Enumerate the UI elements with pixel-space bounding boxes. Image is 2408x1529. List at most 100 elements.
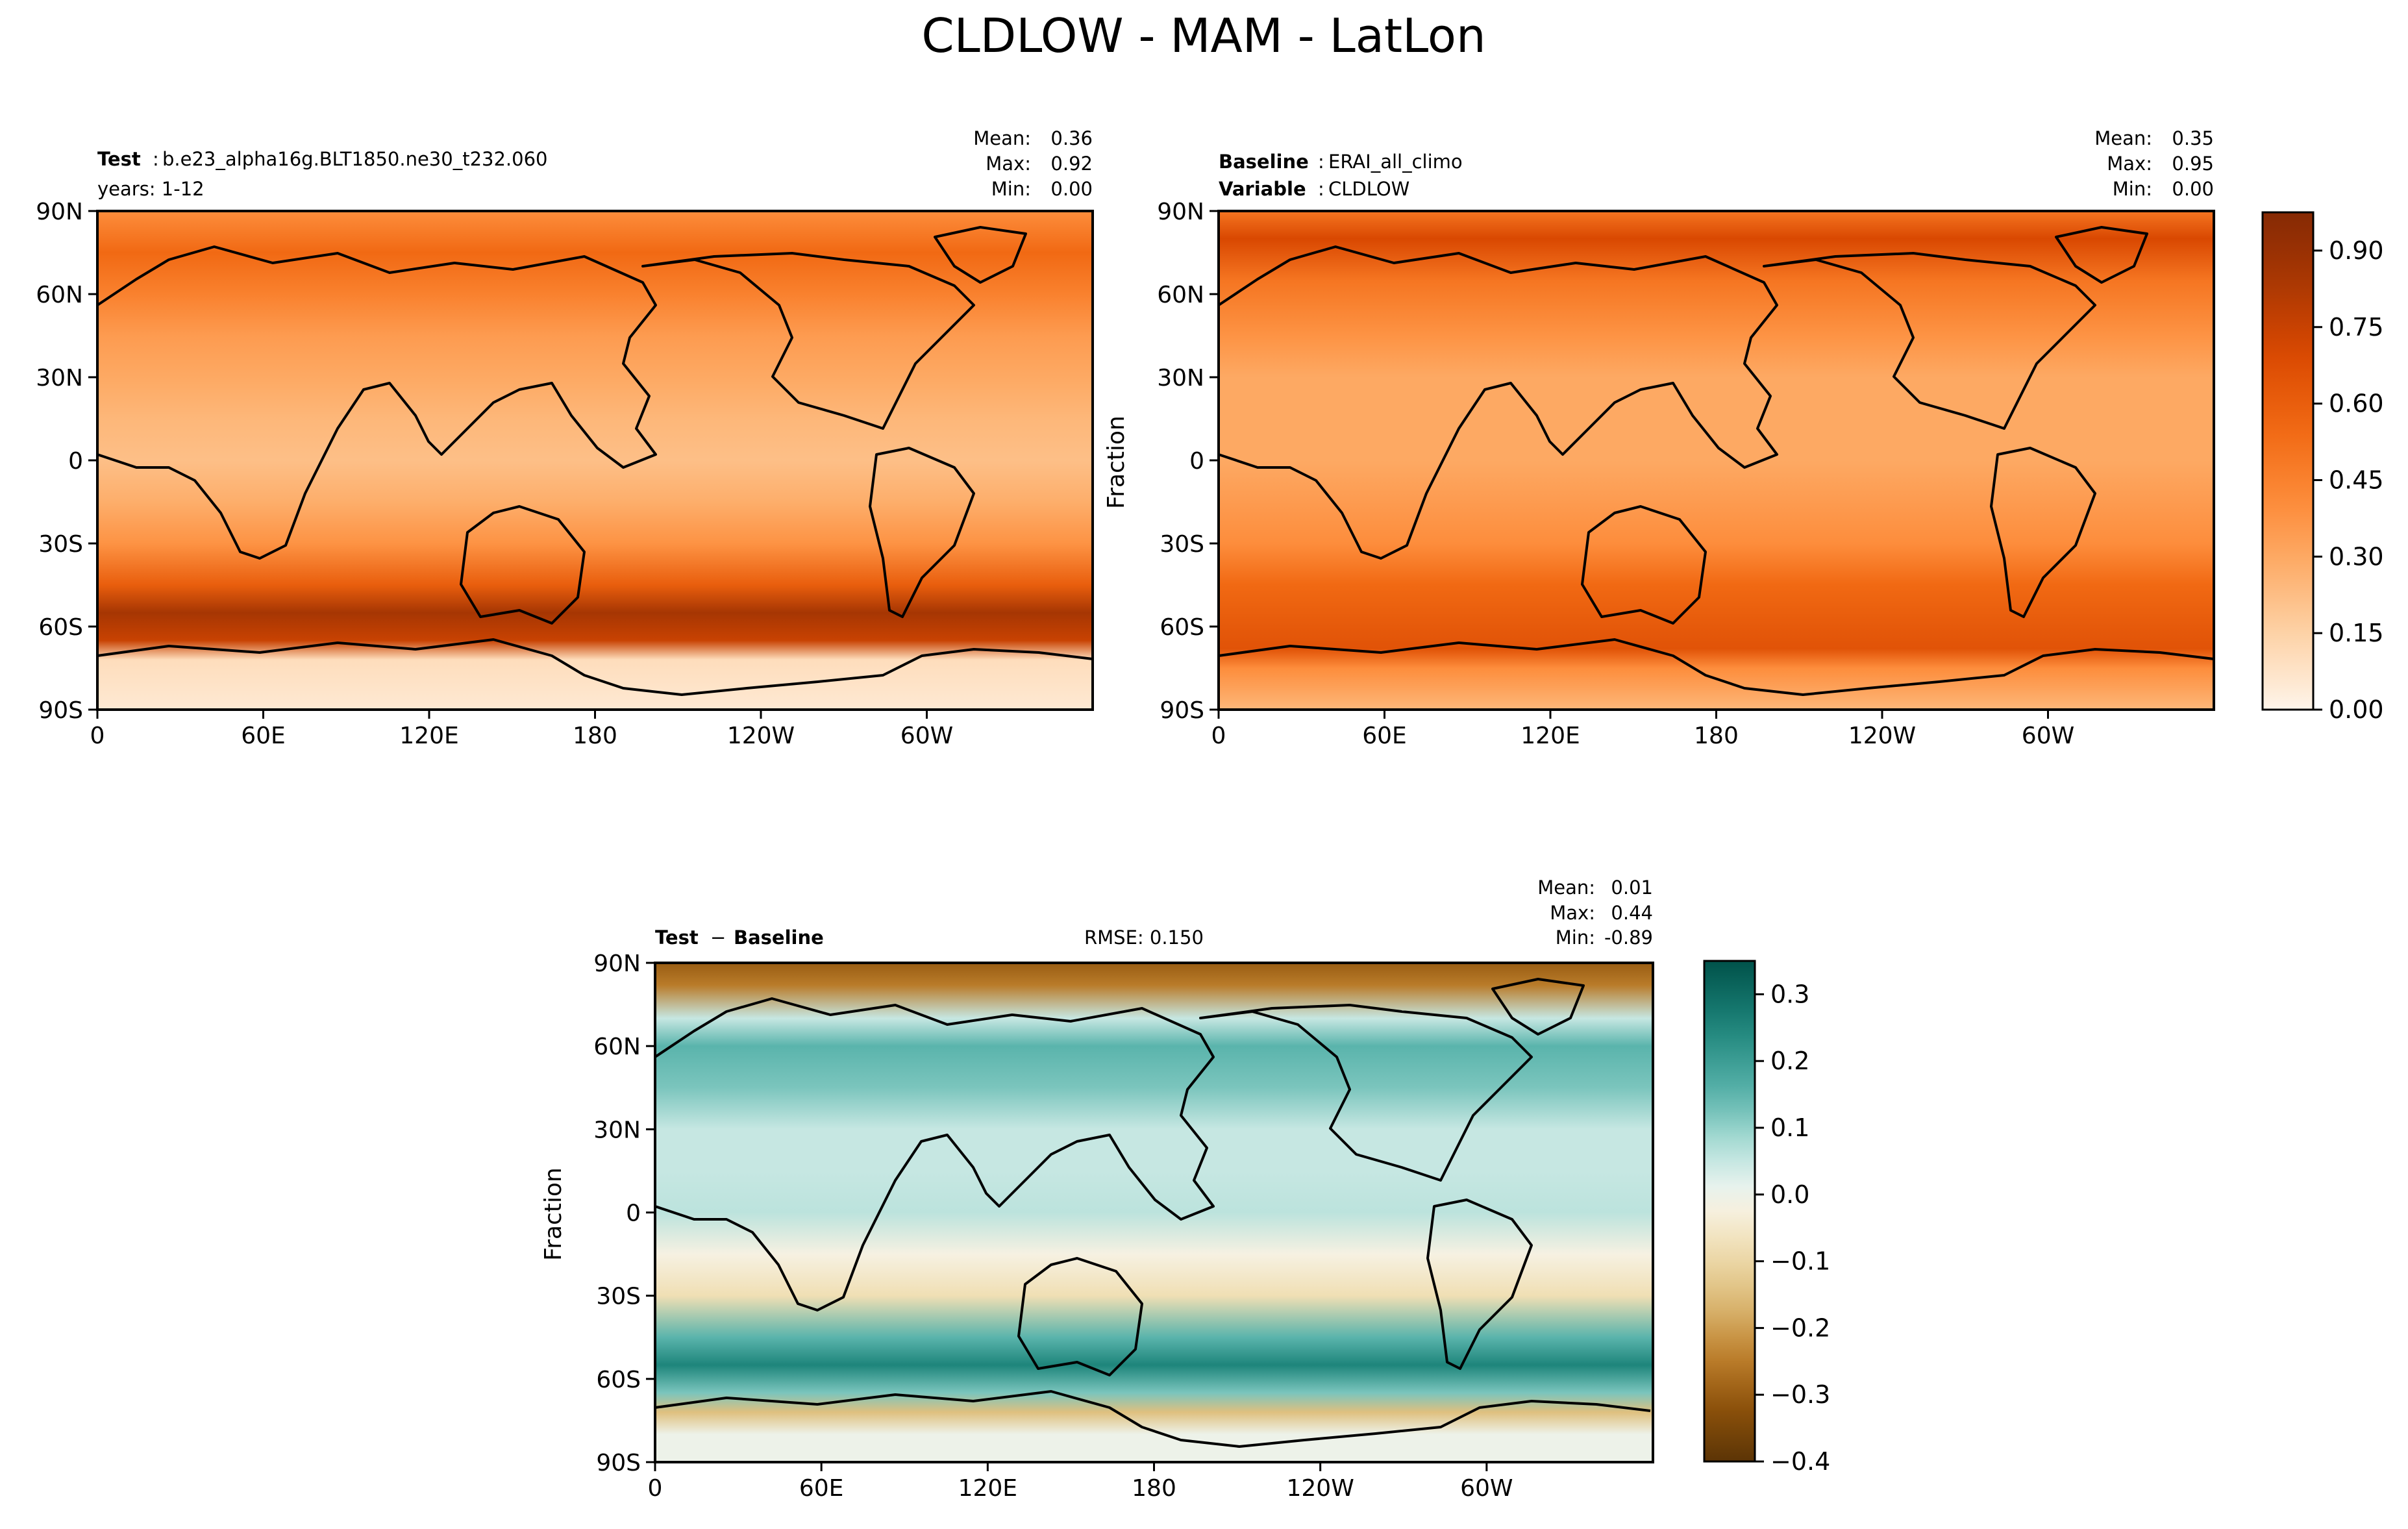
diff-coast-africa-eurasia [654,997,1215,1311]
baseline-xtick-label: 120W [1848,723,1916,749]
baseline-xtick-label: 60E [1362,723,1407,749]
baseline-ytick-label: 30N [1157,365,1204,392]
diff-xtick-label: 60E [799,1475,844,1502]
diff-label-baseline: Baseline [734,926,824,949]
colorbar-oranges-tick-label: 0.90 [2329,236,2384,265]
test-axis-ticks: 0 60E 120E 180 120W 60W 90N 60N 30N 0 30S 60S 90S [36,199,953,749]
diff-ytick-label: 90S [596,1450,641,1476]
baseline-ytick-label: 60N [1157,282,1204,308]
panel-test: 0 60E 120E 180 120W 60W 90N 60N 30N 0 30S 60S 90S Te… [36,127,1094,749]
diff-ytick-label: 60S [596,1367,641,1393]
baseline-continents [1217,226,2215,696]
diff-xtick-label: 0 [648,1475,663,1502]
baseline-ytick-label: 90S [1160,697,1204,724]
baseline-mean-label: Mean: [2094,127,2152,149]
baseline-coast-antarctica [1218,638,2215,696]
diff-continents [654,978,1651,1448]
figure-title: CLDLOW - MAM - LatLon [921,8,1485,63]
colorbar-brbg-tick-label: −0.1 [1770,1247,1830,1276]
baseline-map-field [1219,211,2214,710]
test-coast-southamerica [869,447,975,618]
diff-ylabel: Fraction [540,1167,567,1261]
baseline-case-name: ERAI_all_climo [1328,151,1463,173]
baseline-label-key: Baseline [1219,151,1309,173]
baseline-axis-ticks: 0 60E 120E 180 120W 60W 90N 60N 30N 0 30S 60S 90S [1157,199,2074,749]
diff-max-value: 0.44 [1611,902,1653,924]
diff-coast-northamerica [1199,1004,1533,1182]
test-ytick-label: 60N [36,282,83,308]
test-xtick-label: 0 [90,723,105,749]
baseline-coast-australia [1581,505,1707,625]
diff-ytick-label: 90N [593,951,641,977]
diff-coast-australia [1017,1257,1143,1376]
test-min-value: 0.00 [1050,178,1093,200]
colorbar-brbg-tick-label: −0.2 [1770,1313,1830,1342]
diff-coast-southamerica [1426,1199,1533,1370]
colorbar-oranges-tick-label: 0.30 [2329,542,2384,571]
diff-xtick-label: 120E [958,1475,1017,1502]
colorbar-oranges-tick-label: 0.45 [2329,466,2384,494]
baseline-variable-sep: : [1318,178,1324,200]
diff-coast-greenland [1491,978,1585,1036]
diff-min-label: Min: [1556,926,1595,949]
diff-rmse: RMSE: 0.150 [1084,926,1204,949]
baseline-coast-greenland [2055,226,2148,284]
test-ytick-label: 30S [38,531,83,558]
colorbar-brbg-tick-label: 0.2 [1770,1047,1809,1075]
test-coast-greenland [934,226,1027,284]
baseline-coast-northamerica [1763,252,2096,430]
test-coast-australia [460,505,586,625]
diff-coast-antarctica [654,1390,1651,1448]
colorbar-brbg-tick-label: 0.0 [1770,1180,1809,1209]
diff-label-minus: − [710,926,726,949]
test-case-name: b.e23_alpha16g.BLT1850.ne30_t232.060 [162,148,548,170]
colorbar-oranges-fill [2261,211,2315,711]
test-max-value: 0.92 [1050,153,1093,175]
test-coast-northamerica [641,252,975,430]
baseline-ytick-label: 90N [1157,199,1204,225]
test-ytick-label: 0 [68,448,83,475]
test-max-label: Max: [986,153,1031,175]
test-xtick-label: 180 [573,723,617,749]
test-coast-antarctica [97,638,1093,696]
baseline-ylabel: Fraction [1103,416,1130,509]
colorbar-oranges-tick-label: 0.00 [2329,695,2384,724]
test-coast-africa-eurasia [96,245,657,560]
colorbar-oranges-ticks: 0.00 0.15 0.30 0.45 0.60 0.75 0.90 [2313,236,2384,724]
diff-map-field [655,963,1653,1462]
baseline-variable-name: CLDLOW [1328,178,1409,200]
diff-xtick-label: 180 [1132,1475,1176,1502]
test-xtick-label: 60W [900,723,953,749]
baseline-max-value: 0.95 [2172,153,2214,175]
diff-mean-label: Mean: [1537,876,1595,899]
diff-max-label: Max: [1550,902,1595,924]
colorbar-brbg-fill [1703,960,1756,1463]
diff-label-test: Test [655,926,699,949]
baseline-coast-africa-eurasia [1217,245,1778,560]
test-years: years: 1-12 [97,178,205,200]
baseline-xtick-label: 180 [1694,723,1739,749]
test-ytick-label: 90S [38,697,83,724]
colorbar-brbg-ticks: 0.3 0.2 0.1 0.0 −0.1 −0.2 −0.3 −0.4 [1755,980,1830,1476]
colorbar-brbg-tick-label: 0.3 [1770,980,1809,1008]
baseline-ytick-label: 60S [1160,614,1204,641]
test-label-sep: : [153,148,159,170]
test-ytick-label: 60S [38,614,83,641]
test-label-key: Test [97,148,141,170]
baseline-max-label: Max: [2107,153,2152,175]
colorbar-brbg-tick-label: −0.4 [1770,1447,1830,1476]
colorbar-oranges-tick-label: 0.15 [2329,619,2384,647]
baseline-ytick-label: 0 [1189,448,1204,475]
baseline-variable-key: Variable [1219,178,1306,200]
baseline-xtick-label: 120E [1521,723,1580,749]
baseline-mean-value: 0.35 [2172,127,2214,149]
test-continents [96,226,1093,696]
diff-ytick-label: 30S [596,1284,641,1310]
test-xtick-label: 120E [399,723,458,749]
panel-difference: 0 60E 120E 180 120W 60W 90N 60N 30N 0 30S 60S 90S Fr… [540,876,1654,1502]
baseline-ytick-label: 30S [1160,531,1204,558]
panel-baseline: 0 60E 120E 180 120W 60W 90N 60N 30N 0 30S 60S 90S Fr… [1103,127,2215,749]
baseline-min-label: Min: [2113,178,2152,200]
colorbar-oranges-tick-label: 0.60 [2329,390,2384,418]
baseline-xtick-label: 60W [2022,723,2074,749]
